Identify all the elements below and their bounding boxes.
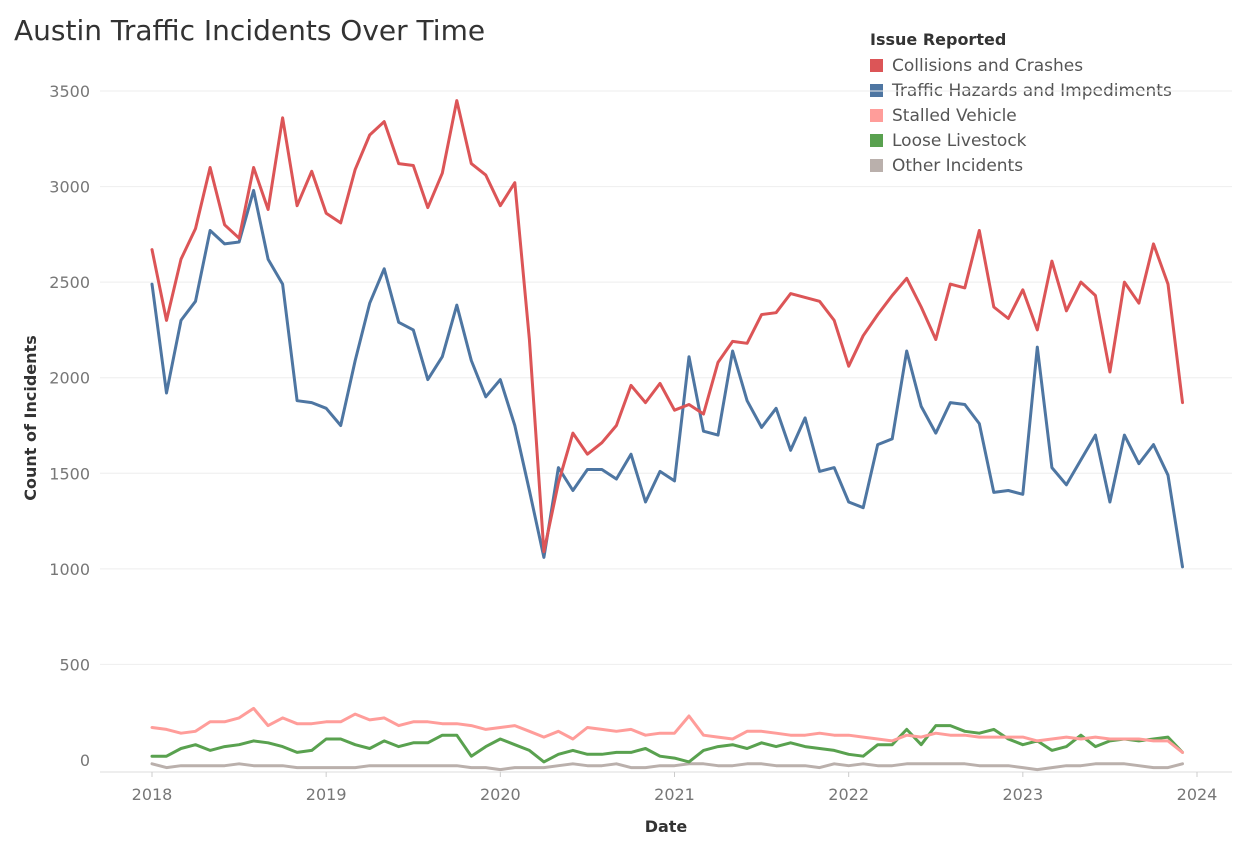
- legend-item-livestock[interactable]: Loose Livestock: [870, 128, 1172, 153]
- y-tick-label: 2500: [49, 273, 90, 292]
- series-line-other-incidents[interactable]: [150, 762, 1184, 772]
- x-axis-title: Date: [645, 817, 688, 836]
- y-tick-label: 1000: [49, 560, 90, 579]
- legend-item-stalled[interactable]: Stalled Vehicle: [870, 103, 1172, 128]
- series-line-loose-livestock[interactable]: [150, 724, 1184, 764]
- x-tick-label: 2024: [1177, 785, 1218, 804]
- series-line-stalled-vehicle[interactable]: [150, 706, 1184, 754]
- chart-title: Austin Traffic Incidents Over Time: [14, 14, 486, 47]
- series-line-traffic-hazards-and-impediments[interactable]: [150, 188, 1184, 569]
- y-tick-label: 3000: [49, 178, 90, 197]
- legend-label: Collisions and Crashes: [892, 55, 1084, 76]
- y-tick-label: 0: [80, 751, 90, 770]
- y-axis: 0 500 1000 1500 2000 2500 3000 3500: [49, 82, 90, 770]
- legend-label: Stalled Vehicle: [892, 105, 1017, 126]
- legend-item-collisions[interactable]: Collisions and Crashes: [870, 53, 1172, 78]
- legend-swatch: [870, 134, 883, 147]
- x-tick-label: 2021: [654, 785, 695, 804]
- x-tick-label: 2019: [306, 785, 347, 804]
- series-line-collisions-and-crashes[interactable]: [150, 99, 1184, 554]
- y-axis-title: Count of Incidents: [21, 335, 40, 500]
- x-axis: 2018 2019 2020 2021 2022 2023 2024: [100, 771, 1232, 804]
- x-tick-label: 2020: [480, 785, 521, 804]
- y-tick-label: 3500: [49, 82, 90, 101]
- x-tick-label: 2022: [828, 785, 869, 804]
- gridlines: [100, 90, 1232, 665]
- legend-title: Issue Reported: [870, 30, 1007, 49]
- series-lines: [150, 99, 1184, 772]
- y-tick-label: 2000: [49, 369, 90, 388]
- legend-item-other[interactable]: Other Incidents: [870, 153, 1172, 178]
- legend-label: Loose Livestock: [892, 130, 1027, 151]
- legend-swatch: [870, 59, 883, 72]
- y-tick-label: 500: [59, 655, 90, 674]
- y-tick-label: 1500: [49, 464, 90, 483]
- legend-swatch: [870, 109, 883, 122]
- legend-label: Other Incidents: [892, 155, 1024, 176]
- x-tick-label: 2023: [1002, 785, 1043, 804]
- x-tick-label: 2018: [132, 785, 173, 804]
- legend-swatch: [870, 159, 883, 172]
